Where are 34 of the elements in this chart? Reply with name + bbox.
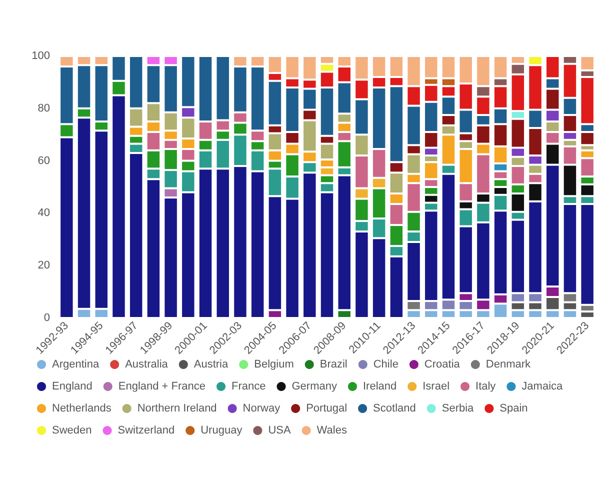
legend-label: France	[232, 380, 266, 392]
legend-label: USA	[268, 424, 292, 436]
legend-label: Jamaica	[522, 380, 564, 392]
legend-label: England + France	[118, 380, 206, 392]
legend-label: Ireland	[362, 380, 397, 392]
legend-label: Brazil	[320, 358, 348, 370]
legend-label: Serbia	[442, 402, 475, 414]
legend-label: Sweden	[52, 424, 92, 436]
legend-label: Spain	[500, 402, 528, 414]
legend-label: Australia	[125, 358, 169, 370]
legend-label: Scotland	[373, 402, 416, 414]
legend-label: Israel	[422, 380, 450, 392]
legend-label: Denmark	[486, 358, 532, 370]
legend-label: Northern Ireland	[137, 402, 217, 414]
y-tick-label: 20	[38, 260, 50, 272]
legend-label: Uruguay	[200, 424, 243, 436]
legend-label: Chile	[373, 358, 398, 370]
legend-label: Portugal	[306, 402, 348, 414]
y-tick-label: 80	[38, 102, 50, 114]
legend-label: England	[52, 380, 92, 392]
legend-label: Netherlands	[52, 402, 112, 414]
legend-label: Switzerland	[118, 424, 175, 436]
y-tick-label: 100	[32, 50, 50, 62]
legend-label: Austria	[194, 358, 230, 370]
legend-label: Germany	[292, 380, 338, 392]
legend-label: Argentina	[52, 358, 100, 370]
legend-label: Croatia	[424, 358, 461, 370]
legend-label: Belgium	[254, 358, 294, 370]
legend-label: Wales	[316, 424, 348, 436]
y-tick-label: 60	[38, 154, 50, 167]
legend-label: Norway	[242, 402, 281, 414]
legend-label: Italy	[476, 380, 496, 392]
y-tick-label: 0	[44, 312, 50, 324]
y-tick-label: 40	[38, 207, 50, 220]
